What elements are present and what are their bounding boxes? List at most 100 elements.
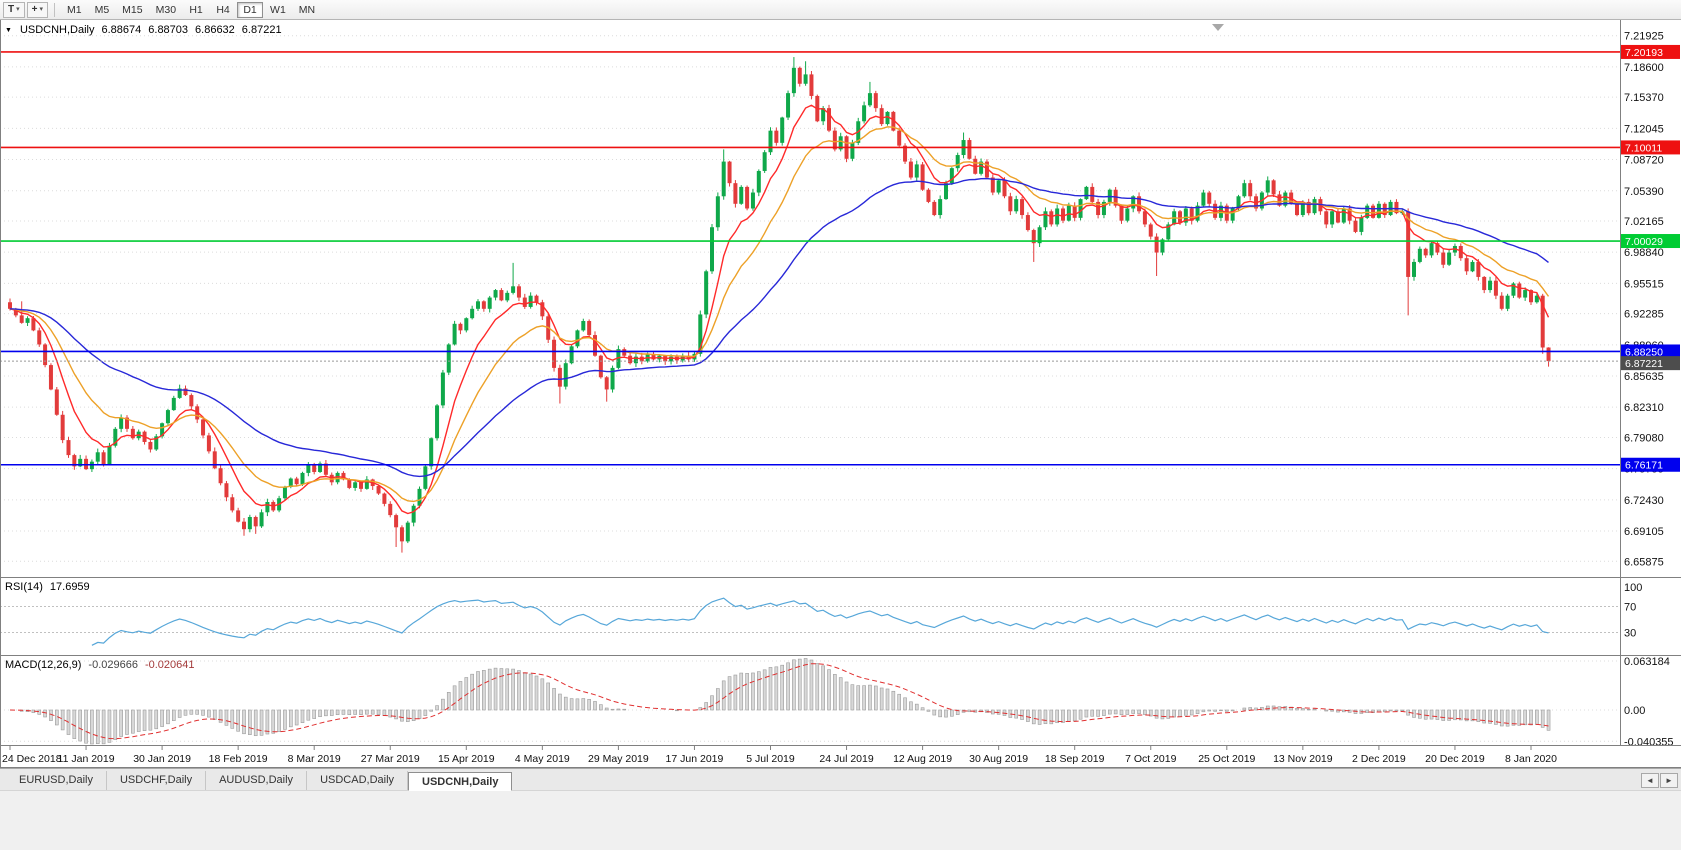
svg-text:8 Mar 2019: 8 Mar 2019: [288, 753, 341, 765]
svg-text:6.79080: 6.79080: [1624, 432, 1664, 444]
svg-text:7.08720: 7.08720: [1624, 155, 1664, 167]
chart-tab-usdcnh[interactable]: USDCNH,Daily: [408, 772, 513, 791]
svg-text:17 Jun 2019: 17 Jun 2019: [666, 753, 724, 765]
crosshair-icon: +: [31, 3, 38, 15]
svg-text:7 Oct 2019: 7 Oct 2019: [1125, 753, 1177, 765]
svg-text:18 Feb 2019: 18 Feb 2019: [209, 753, 268, 765]
svg-text:6.69105: 6.69105: [1624, 526, 1664, 538]
macd-histogram: [19, 658, 1551, 745]
tab-scrollbar: ◄ ►: [1641, 773, 1678, 788]
price-axis-labels: 7.21925 7.18600 7.15370 7.12045 7.08720 7.053…: [1624, 31, 1674, 749]
svg-text:2 Dec 2019: 2 Dec 2019: [1352, 753, 1406, 765]
chart-shift-marker-icon[interactable]: [1212, 24, 1224, 31]
svg-text:11 Jan 2019: 11 Jan 2019: [58, 753, 115, 765]
chart-tabs: EURUSD,Daily USDCHF,Daily AUDUSD,Daily USDC…: [6, 771, 513, 791]
svg-text:6.92285: 6.92285: [1624, 309, 1664, 321]
svg-text:6.72430: 6.72430: [1624, 495, 1664, 507]
ma-slow-line: [9, 177, 1549, 478]
arrow-left-icon: ◄: [1646, 776, 1654, 785]
timeframe-button-h1[interactable]: H1: [189, 3, 203, 16]
svg-text:7.10011: 7.10011: [1625, 142, 1662, 154]
svg-text:6.65875: 6.65875: [1624, 556, 1664, 568]
timeframe-button-m15[interactable]: M15: [122, 3, 143, 16]
level-price-badge: [1621, 140, 1680, 155]
svg-text:7.00029: 7.00029: [1625, 236, 1663, 248]
svg-text:6.87221: 6.87221: [1625, 358, 1663, 370]
svg-text:7.12045: 7.12045: [1624, 123, 1664, 135]
current-price-badge: [1621, 356, 1680, 371]
svg-text:0.00: 0.00: [1624, 705, 1645, 717]
templates-icon: T: [8, 3, 15, 15]
tab-scroll-right-button[interactable]: ►: [1660, 773, 1678, 788]
svg-text:100: 100: [1624, 582, 1642, 594]
status-area: [0, 790, 1681, 850]
svg-text:7.15370: 7.15370: [1624, 92, 1664, 104]
svg-text:30 Aug 2019: 30 Aug 2019: [969, 753, 1028, 765]
chart-tabs-bar: EURUSD,Daily USDCHF,Daily AUDUSD,Daily USDC…: [0, 768, 1681, 791]
timeframe-button-d1[interactable]: D1: [237, 1, 264, 18]
svg-text:6.95515: 6.95515: [1624, 278, 1664, 290]
level-price-badge: [1621, 234, 1680, 249]
svg-text:0.063184: 0.063184: [1624, 656, 1670, 668]
svg-text:8 Jan 2020: 8 Jan 2020: [1505, 753, 1557, 765]
chart-tab-eurusd[interactable]: EURUSD,Daily: [6, 771, 107, 790]
toolbar-separator: [53, 2, 55, 17]
chart-window[interactable]: 7.21925 7.18600 7.15370 7.12045 7.08720 7.053…: [0, 20, 1681, 768]
symbol-dropdown-icon[interactable]: ▼: [5, 26, 12, 34]
level-price-badge: [1621, 457, 1680, 472]
macd-signal-line: [9, 663, 1549, 740]
arrow-right-icon: ►: [1665, 776, 1673, 785]
svg-text:18 Sep 2019: 18 Sep 2019: [1045, 753, 1105, 765]
svg-text:6.98840: 6.98840: [1624, 247, 1664, 259]
date-axis-strip[interactable]: [0, 746, 1681, 768]
svg-text:30: 30: [1624, 628, 1636, 640]
chart-canvas[interactable]: 7.21925 7.18600 7.15370 7.12045 7.08720 7.053…: [0, 20, 1681, 768]
timeframe-buttons: M1 M5 M15 M30 H1 H4 D1 W1 MN: [61, 1, 321, 18]
svg-text:30 Jan 2019: 30 Jan 2019: [133, 753, 191, 765]
chart-tab-audusd[interactable]: AUDUSD,Daily: [206, 771, 308, 790]
ma-mid-line: [9, 126, 1550, 503]
chart-tab-usdcad[interactable]: USDCAD,Daily: [307, 771, 409, 790]
svg-text:7.20193: 7.20193: [1625, 47, 1663, 59]
chart-tab-usdchf[interactable]: USDCHF,Daily: [107, 771, 207, 790]
level-price-badge: [1621, 344, 1680, 359]
timeframe-button-h4[interactable]: H4: [216, 3, 230, 16]
ma-fast-line: [9, 104, 1550, 515]
svg-text:20 Dec 2019: 20 Dec 2019: [1425, 753, 1485, 765]
rsi-line: [91, 597, 1549, 646]
svg-text:5 Jul 2019: 5 Jul 2019: [746, 753, 795, 765]
svg-text:15 Apr 2019: 15 Apr 2019: [438, 753, 495, 765]
svg-text:27 Mar 2019: 27 Mar 2019: [361, 753, 420, 765]
svg-text:6.82310: 6.82310: [1624, 402, 1664, 414]
timeframe-button-w1[interactable]: W1: [270, 3, 286, 16]
svg-text:7.21925: 7.21925: [1624, 31, 1664, 43]
svg-text:7.18600: 7.18600: [1624, 62, 1664, 74]
toolbar: T ▾ + ▾ M1 M5 M15 M30 H1 H4 D1 W1 MN: [0, 0, 1681, 20]
crosshair-button[interactable]: + ▾: [26, 1, 48, 18]
svg-text:6.88250: 6.88250: [1625, 346, 1663, 358]
horizontal-levels: [0, 51, 1620, 466]
timeframe-button-m1[interactable]: M1: [66, 3, 82, 16]
svg-text:6.76171: 6.76171: [1625, 460, 1663, 472]
svg-text:24 Jul 2019: 24 Jul 2019: [819, 753, 873, 765]
svg-text:70: 70: [1624, 602, 1636, 614]
svg-text:13 Nov 2019: 13 Nov 2019: [1273, 753, 1333, 765]
caret-down-icon: ▾: [16, 6, 20, 13]
timeframe-button-m5[interactable]: M5: [94, 3, 110, 16]
chart-templates-button[interactable]: T ▾: [3, 1, 25, 18]
svg-text:7.05390: 7.05390: [1624, 186, 1664, 198]
svg-text:4 May 2019: 4 May 2019: [515, 753, 570, 765]
svg-text:12 Aug 2019: 12 Aug 2019: [893, 753, 952, 765]
svg-text:6.85635: 6.85635: [1624, 371, 1664, 383]
tab-scroll-left-button[interactable]: ◄: [1641, 773, 1659, 788]
level-price-badge: [1621, 44, 1680, 59]
svg-text:25 Oct 2019: 25 Oct 2019: [1198, 753, 1255, 765]
caret-down-icon: ▾: [39, 6, 43, 13]
timeframe-button-mn[interactable]: MN: [298, 3, 316, 16]
svg-text:24 Dec 2018: 24 Dec 2018: [2, 753, 62, 765]
timeframe-button-m30[interactable]: M30: [155, 3, 177, 16]
svg-text:7.02165: 7.02165: [1624, 216, 1664, 228]
svg-text:29 May 2019: 29 May 2019: [588, 753, 649, 765]
